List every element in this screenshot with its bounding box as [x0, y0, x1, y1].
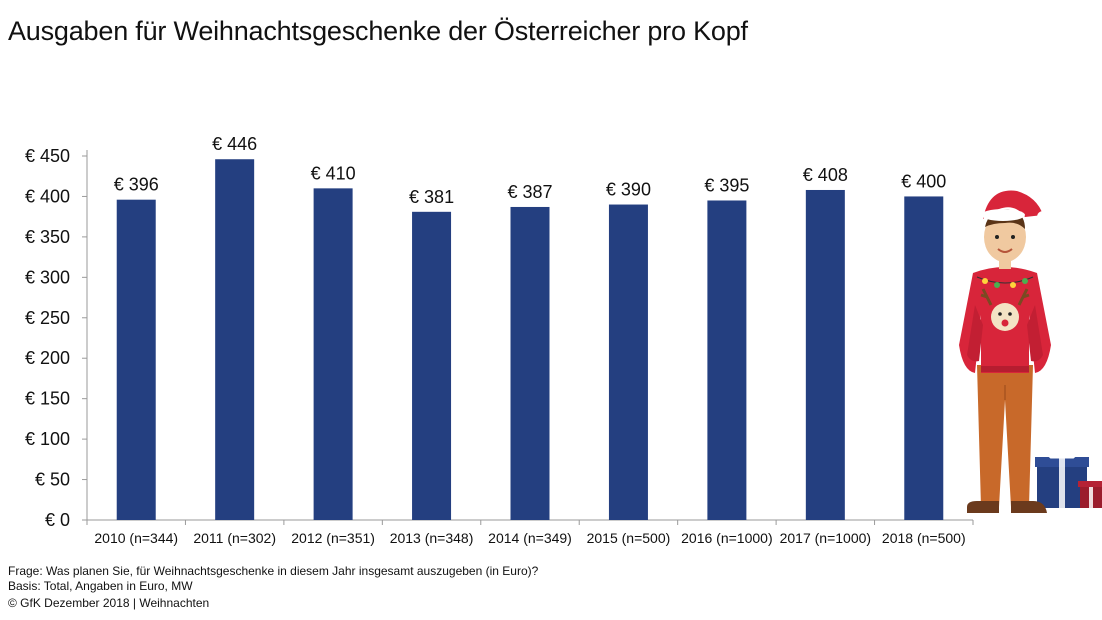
x-tick-label: 2013 (n=348) [390, 530, 474, 546]
bar [412, 211, 452, 520]
x-tick-label: 2014 (n=349) [488, 530, 572, 546]
bar-value-label: € 410 [311, 163, 356, 183]
question-note: Frage: Was planen Sie, für Weihnachtsges… [8, 564, 539, 578]
bar [215, 159, 255, 521]
y-tick-label: € 250 [25, 308, 70, 328]
x-axis: 2010 (n=344) 2011 (n=302) 2012 (n=351) 2013… [86, 519, 974, 546]
basis-note: Basis: Total, Angaben in Euro, MW [8, 579, 193, 593]
y-tick-label: € 400 [25, 186, 70, 206]
x-tick-label: 2012 (n=351) [291, 530, 375, 546]
y-axis: € 0 € 50 € 100 € 150 € 200 € 250 € 300 € 350 € 4… [25, 146, 88, 530]
bar [805, 189, 845, 520]
bar-value-label: € 390 [606, 180, 651, 200]
bar-value-label: € 387 [507, 182, 552, 202]
y-tick-label: € 100 [25, 429, 70, 449]
bar [608, 204, 648, 521]
y-tick-label: € 0 [45, 510, 70, 530]
x-tick-label: 2017 (n=1000) [780, 530, 871, 546]
bar [313, 188, 353, 520]
x-tick-label: 2015 (n=500) [587, 530, 671, 546]
x-tick-label: 2018 (n=500) [882, 530, 966, 546]
bar-value-label: € 381 [409, 187, 454, 207]
x-tick-label: 2010 (n=344) [94, 530, 178, 546]
value-labels: € 396 € 446 € 410 € 381 € 387 € 390 € 395 € 408… [114, 134, 947, 207]
y-tick-label: € 300 [25, 267, 70, 287]
bar [707, 200, 747, 520]
y-tick-label: € 450 [25, 146, 70, 166]
bar-chart: € 0 € 50 € 100 € 150 € 200 € 250 € 300 € 350 € 4… [25, 134, 974, 546]
christmas-sweater-man-illustration [959, 190, 1102, 513]
bar-value-label: € 395 [704, 175, 749, 195]
y-tick-label: € 150 [25, 389, 70, 409]
gift-boxes-illustration [1035, 446, 1102, 508]
bar-value-label: € 396 [114, 175, 159, 195]
x-tick-label: 2016 (n=1000) [681, 530, 772, 546]
bar [510, 206, 550, 520]
y-tick-label: € 200 [25, 348, 70, 368]
bar [116, 199, 156, 520]
bar-series [116, 159, 944, 521]
copyright-note: © GfK Dezember 2018 | Weihnachten [8, 596, 210, 610]
bar-value-label: € 400 [901, 171, 946, 191]
chart-title: Ausgaben für Weihnachtsgeschenke der Öst… [8, 16, 748, 46]
footnotes: Frage: Was planen Sie, für Weihnachtsges… [8, 564, 538, 611]
y-tick-label: € 50 [35, 470, 70, 490]
y-tick-label: € 350 [25, 227, 70, 247]
x-tick-label: 2011 (n=302) [193, 530, 276, 546]
bar [904, 196, 944, 520]
bar-value-label: € 408 [803, 165, 848, 185]
bar-value-label: € 446 [212, 134, 257, 154]
